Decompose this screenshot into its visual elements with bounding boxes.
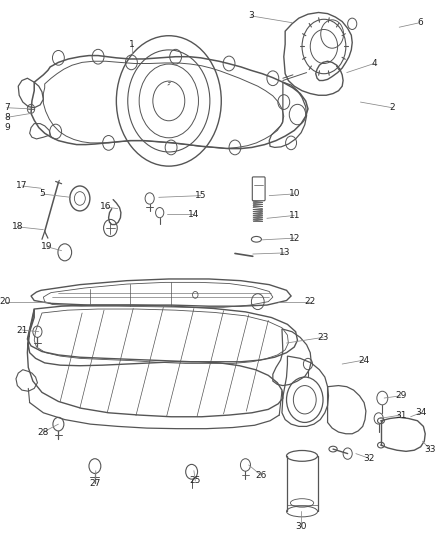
Text: 34: 34 (415, 408, 426, 417)
Text: 28: 28 (38, 427, 49, 437)
Text: 12: 12 (289, 233, 300, 243)
Text: 25: 25 (190, 477, 201, 486)
Text: 30: 30 (295, 522, 307, 531)
Text: 16: 16 (100, 203, 112, 212)
Text: 21: 21 (16, 326, 28, 335)
Text: 31: 31 (395, 410, 406, 419)
Text: 11: 11 (289, 211, 300, 220)
Text: 14: 14 (188, 210, 200, 219)
Text: 6: 6 (417, 18, 423, 27)
Text: 23: 23 (318, 333, 328, 342)
Text: 2: 2 (389, 103, 395, 112)
Text: 10: 10 (289, 189, 300, 198)
Text: 32: 32 (363, 454, 374, 463)
Text: 19: 19 (41, 242, 52, 251)
Text: 5: 5 (39, 189, 45, 198)
Text: 26: 26 (255, 471, 267, 480)
Text: 22: 22 (304, 297, 316, 306)
Text: 8: 8 (4, 113, 10, 122)
Text: 9: 9 (4, 123, 10, 132)
Text: 17: 17 (16, 181, 28, 190)
Text: 1: 1 (130, 40, 135, 49)
Text: 15: 15 (195, 191, 206, 200)
Text: 18: 18 (11, 222, 23, 231)
Text: 13: 13 (279, 248, 291, 257)
Text: 3: 3 (248, 11, 254, 20)
Text: 33: 33 (424, 445, 435, 454)
Text: 7: 7 (4, 103, 10, 112)
Text: 27: 27 (89, 479, 101, 488)
Text: 29: 29 (395, 391, 406, 400)
Text: 4: 4 (371, 59, 377, 68)
Text: 24: 24 (358, 356, 370, 365)
Text: 20: 20 (0, 297, 10, 306)
